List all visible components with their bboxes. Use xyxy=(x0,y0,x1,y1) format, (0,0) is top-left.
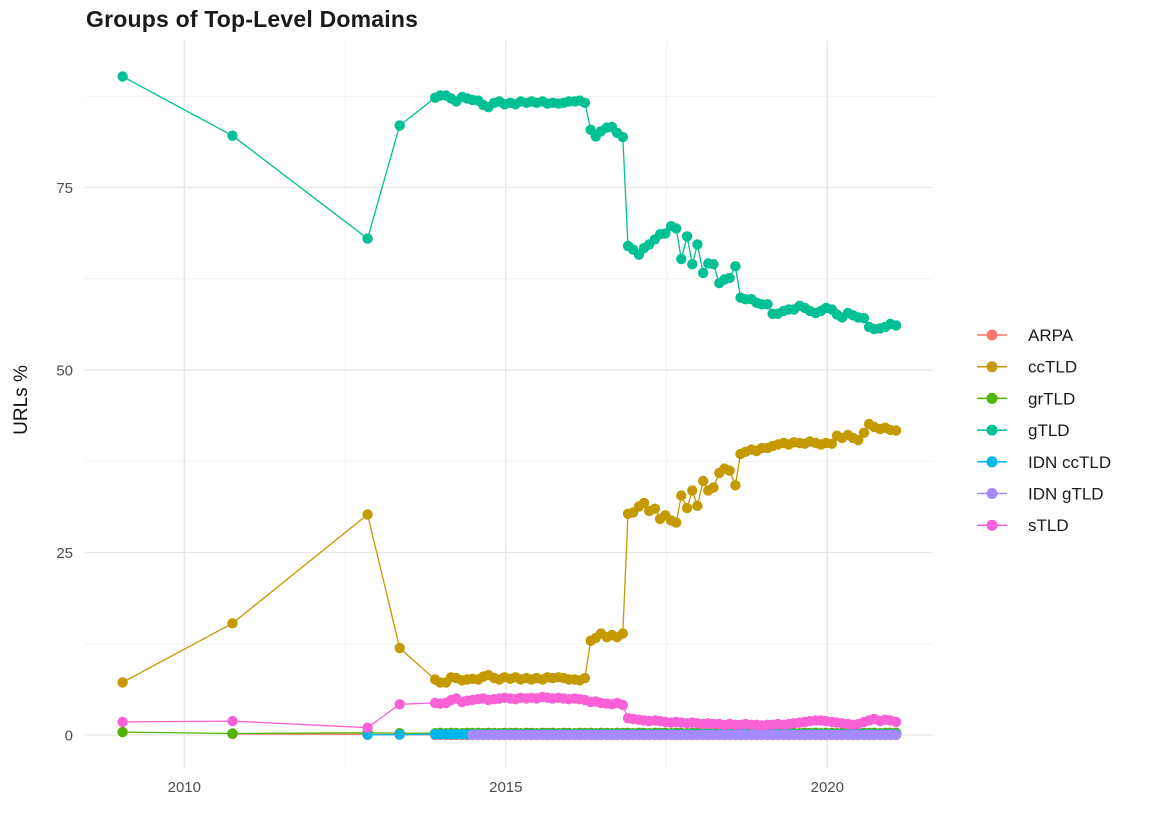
legend-key-dot xyxy=(986,392,998,404)
data-point xyxy=(890,425,902,436)
data-point xyxy=(362,509,373,520)
data-point xyxy=(692,500,703,511)
legend-item-sTLD: sTLD xyxy=(977,516,1069,535)
data-point xyxy=(117,726,128,738)
y-tick-label: 75 xyxy=(56,180,73,197)
legend-label: ccTLD xyxy=(1028,358,1077,377)
legend-item-ccTLD: ccTLD xyxy=(977,358,1077,377)
data-point xyxy=(698,475,709,487)
data-point xyxy=(676,253,687,265)
data-point xyxy=(394,120,405,131)
y-tick-label: 25 xyxy=(56,545,73,562)
data-point xyxy=(649,503,661,514)
data-point xyxy=(681,231,693,242)
legend-key-dot xyxy=(986,519,998,531)
series-gTLD xyxy=(117,71,902,335)
legend-key-dot xyxy=(986,329,998,341)
data-point xyxy=(853,434,864,446)
legend-label: IDN ccTLD xyxy=(1028,453,1111,472)
legend-key-dot xyxy=(986,424,998,436)
data-point xyxy=(708,482,719,493)
data-point xyxy=(730,261,741,272)
data-point xyxy=(890,729,902,740)
data-point xyxy=(227,618,238,629)
data-point xyxy=(227,715,238,727)
x-tick-label: 2020 xyxy=(811,779,844,796)
legend-item-grTLD: grTLD xyxy=(977,389,1075,408)
data-point xyxy=(890,716,902,728)
data-point xyxy=(724,272,735,284)
data-point xyxy=(858,427,870,438)
data-point xyxy=(858,313,870,324)
series-sTLD xyxy=(117,691,902,733)
data-point xyxy=(687,485,698,496)
data-point xyxy=(724,465,735,476)
data-point xyxy=(394,642,405,654)
legend-key-dot xyxy=(986,488,998,499)
data-point xyxy=(227,728,238,739)
data-point xyxy=(660,228,671,239)
chart-title: Groups of Top-Level Domains xyxy=(86,6,419,32)
data-point xyxy=(681,502,693,514)
data-point xyxy=(617,628,628,639)
series-line xyxy=(122,75,897,330)
series-ccTLD xyxy=(117,418,902,688)
legend-key-dot xyxy=(986,456,998,468)
data-point xyxy=(362,722,373,733)
data-point xyxy=(617,699,628,711)
data-point xyxy=(394,729,405,740)
data-point xyxy=(692,239,703,250)
data-point xyxy=(117,677,128,688)
data-point xyxy=(362,233,373,244)
data-point xyxy=(698,267,709,279)
legend-key-dot xyxy=(986,361,998,373)
data-point xyxy=(579,97,591,109)
data-point xyxy=(890,320,902,331)
data-point xyxy=(617,131,628,143)
y-tick-label: 50 xyxy=(56,363,73,380)
series-IDN-gTLD xyxy=(467,729,902,740)
data-point xyxy=(671,517,682,528)
data-point xyxy=(687,259,698,270)
legend-item-IDN-ccTLD: IDN ccTLD xyxy=(977,453,1111,472)
data-point xyxy=(117,716,128,728)
legend-item-IDN-gTLD: IDN gTLD xyxy=(977,485,1104,504)
x-tick-label: 2015 xyxy=(489,779,522,796)
data-point xyxy=(394,699,405,710)
legend-label: ARPA xyxy=(1028,326,1074,345)
legend-label: grTLD xyxy=(1028,389,1075,408)
data-point xyxy=(826,438,837,449)
data-point xyxy=(671,223,682,234)
data-point xyxy=(579,672,591,684)
data-point xyxy=(676,490,687,501)
data-point xyxy=(730,480,741,491)
y-axis-label: URLs % xyxy=(11,365,32,435)
x-tick-label: 2010 xyxy=(168,779,201,796)
legend-item-ARPA: ARPA xyxy=(977,326,1074,345)
data-point xyxy=(762,299,773,310)
y-tick-label: 0 xyxy=(65,728,73,745)
legend-item-gTLD: gTLD xyxy=(977,421,1070,440)
legend-label: gTLD xyxy=(1028,421,1070,440)
data-point xyxy=(227,130,238,141)
legend-label: sTLD xyxy=(1028,516,1069,535)
legend-label: IDN gTLD xyxy=(1028,485,1104,504)
data-point xyxy=(117,71,128,82)
data-point xyxy=(708,259,719,270)
data-point xyxy=(638,497,650,509)
